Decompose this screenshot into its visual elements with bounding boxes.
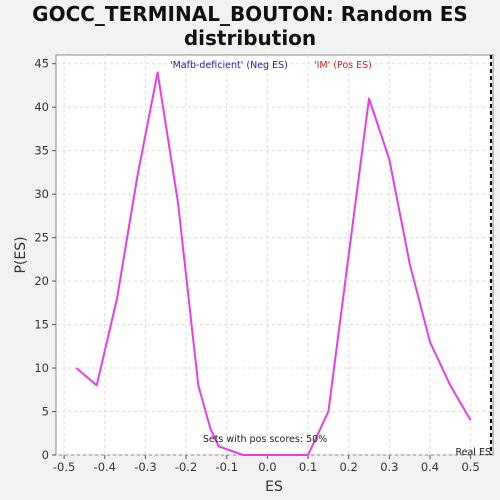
x-tick-label: 0.0 xyxy=(258,460,276,474)
y-tick-label: 35 xyxy=(34,144,49,158)
y-tick-label: 40 xyxy=(34,100,49,114)
y-tick-label: 5 xyxy=(42,405,49,419)
x-tick-label: 0.2 xyxy=(340,460,358,474)
pos-scores-annotation: Sets with pos scores: 50% xyxy=(203,434,327,445)
chart-title-line1: GOCC_TERMINAL_BOUTON: Random ES xyxy=(32,2,468,26)
real-es-label: Real ES xyxy=(455,447,491,458)
x-tick-label: 0.5 xyxy=(461,460,479,474)
legend-pos: 'IM' (Pos ES) xyxy=(314,60,372,71)
chart-title-line2: distribution xyxy=(183,26,317,50)
legend-neg: 'Mafb-deficient' (Neg ES) xyxy=(170,60,288,71)
y-tick-label: 30 xyxy=(34,187,49,201)
y-axis-label: P(ES) xyxy=(13,236,29,273)
y-tick-label: 20 xyxy=(34,274,49,288)
y-tick-label: 25 xyxy=(34,231,49,245)
series-layer xyxy=(75,71,472,456)
es-distribution-line xyxy=(75,71,472,456)
chart-title: GOCC_TERMINAL_BOUTON: Random ES distribu… xyxy=(0,2,500,50)
x-axis-label: ES xyxy=(265,479,283,495)
x-tick-label: -0.5 xyxy=(53,460,75,474)
y-tick-label: 10 xyxy=(34,361,49,375)
y-tick-label: 0 xyxy=(42,448,49,462)
x-tick-label: -0.1 xyxy=(216,460,238,474)
y-tick-label: 15 xyxy=(34,318,49,332)
x-tick-label: 0.3 xyxy=(380,460,398,474)
plot-area xyxy=(55,54,494,456)
x-tick-label: -0.3 xyxy=(134,460,156,474)
x-tick-label: -0.2 xyxy=(175,460,197,474)
axes: -0.5 -0.4 -0.3 -0.2 -0.1 0.0 0.1 0.2 0.3 0.4 0.5 0 5… xyxy=(34,57,479,474)
y-tick-label: 45 xyxy=(34,57,49,71)
x-tick-label: -0.4 xyxy=(94,460,116,474)
x-tick-label: 0.4 xyxy=(421,460,439,474)
x-tick-label: 0.1 xyxy=(299,460,317,474)
